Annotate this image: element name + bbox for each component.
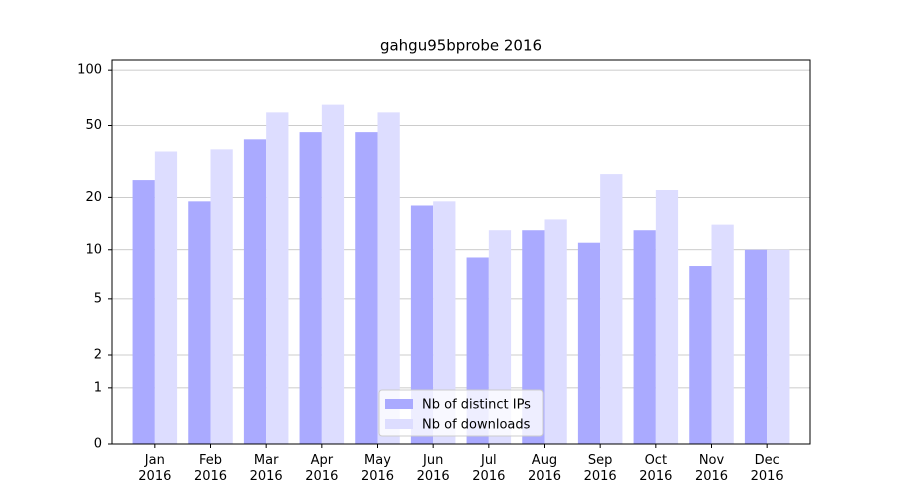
bar [577,242,601,444]
bar [655,190,679,444]
bar [711,224,734,444]
bar [321,104,345,444]
x-tick-label: Aug 2016 [527,453,562,484]
y-tick-label: 50 [85,118,102,133]
bar [433,201,456,444]
y-tick-label: 2 [94,348,102,363]
legend-label: Nb of distinct IPs [422,398,531,413]
y-tick-label: 10 [85,242,102,257]
legend: Nb of distinct IPs Nb of downloads [378,389,544,437]
bar [689,266,712,444]
x-tick-label: Feb 2016 [193,453,228,484]
bar [266,112,289,444]
x-tick-label: Mar 2016 [249,453,283,484]
bar [243,139,267,444]
bar [410,205,434,444]
y-tick-label: 1 [94,380,102,395]
x-tick-label: Jul 2016 [472,453,506,484]
y-tick-label: 5 [94,291,102,306]
x-tick-label: Apr 2016 [305,453,339,484]
bar [767,249,790,444]
x-tick-label: May 2016 [360,453,395,484]
legend-label: Nb of downloads [422,418,531,433]
legend-swatch [385,399,413,409]
x-tick-label: Oct 2016 [639,453,673,484]
bar [154,151,178,444]
x-tick-label: Nov 2016 [694,453,729,484]
bar [132,180,155,444]
bar [188,201,211,444]
bar [544,219,567,444]
bar [377,112,400,444]
chart-title: gahgu95bprobe 2016 [380,37,542,55]
bar [355,132,378,444]
x-tick-label: Dec 2016 [750,453,784,484]
bar [744,249,768,444]
legend-box [378,389,544,437]
x-tick-label: Jan 2016 [138,453,172,484]
y-tick-label: 100 [77,63,102,78]
bar [299,132,322,444]
y-tick-label: 0 [94,437,102,452]
bar [633,230,656,444]
x-tick-label: Sep 2016 [583,453,617,484]
bar [210,149,233,444]
x-tick-label: Jun 2016 [416,453,450,484]
legend-swatch [385,419,413,429]
plot-frame [111,59,811,445]
y-tick-label: 20 [85,190,102,205]
bar [600,174,623,445]
